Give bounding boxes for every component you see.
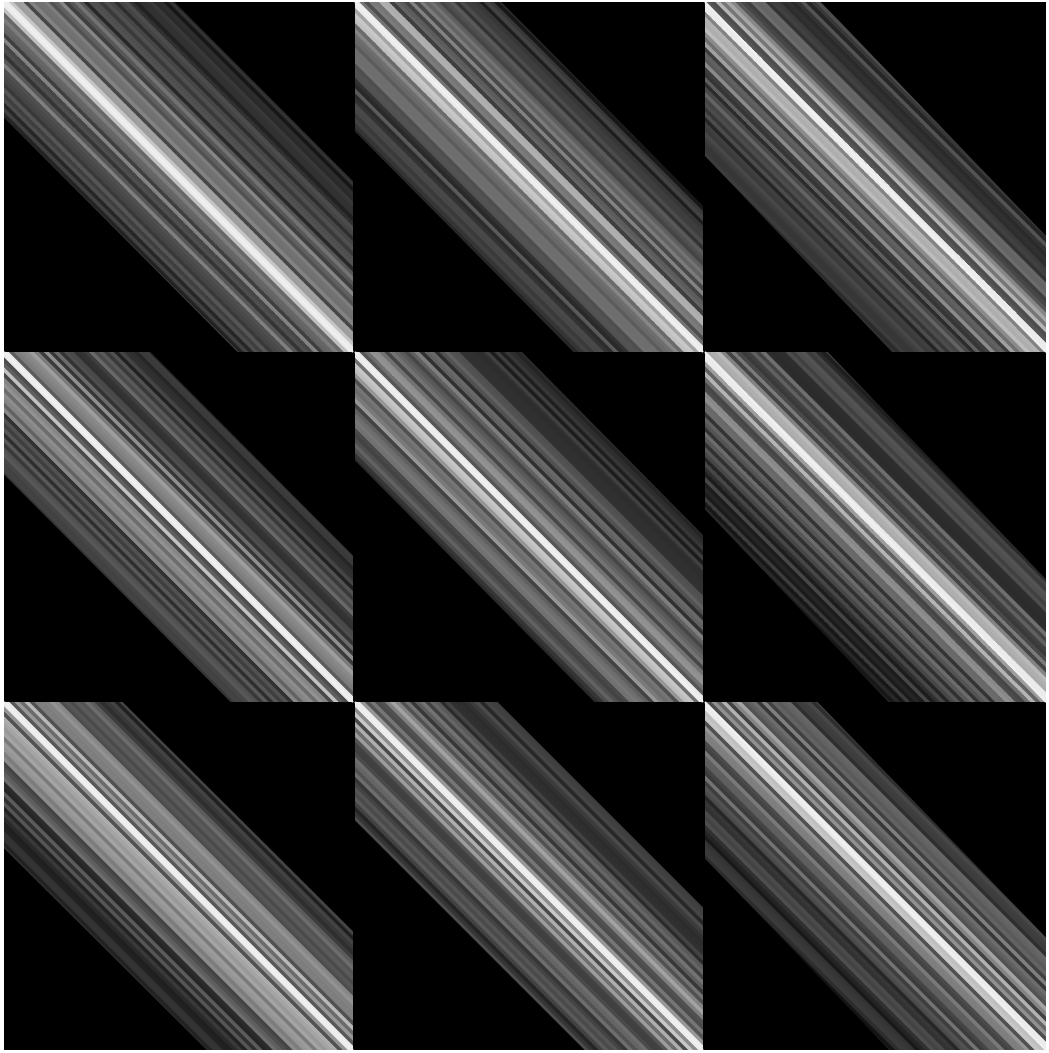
main-diagonal	[3, 1, 354, 353]
main-diagonal	[354, 351, 704, 703]
main-diagonal	[3, 351, 354, 703]
main-diagonal	[704, 701, 1047, 1051]
main-diagonal	[3, 701, 354, 1051]
main-diagonal	[354, 701, 704, 1051]
main-diagonal	[704, 1, 1047, 353]
main-diagonal	[354, 1, 704, 353]
main-diagonal	[704, 351, 1047, 703]
